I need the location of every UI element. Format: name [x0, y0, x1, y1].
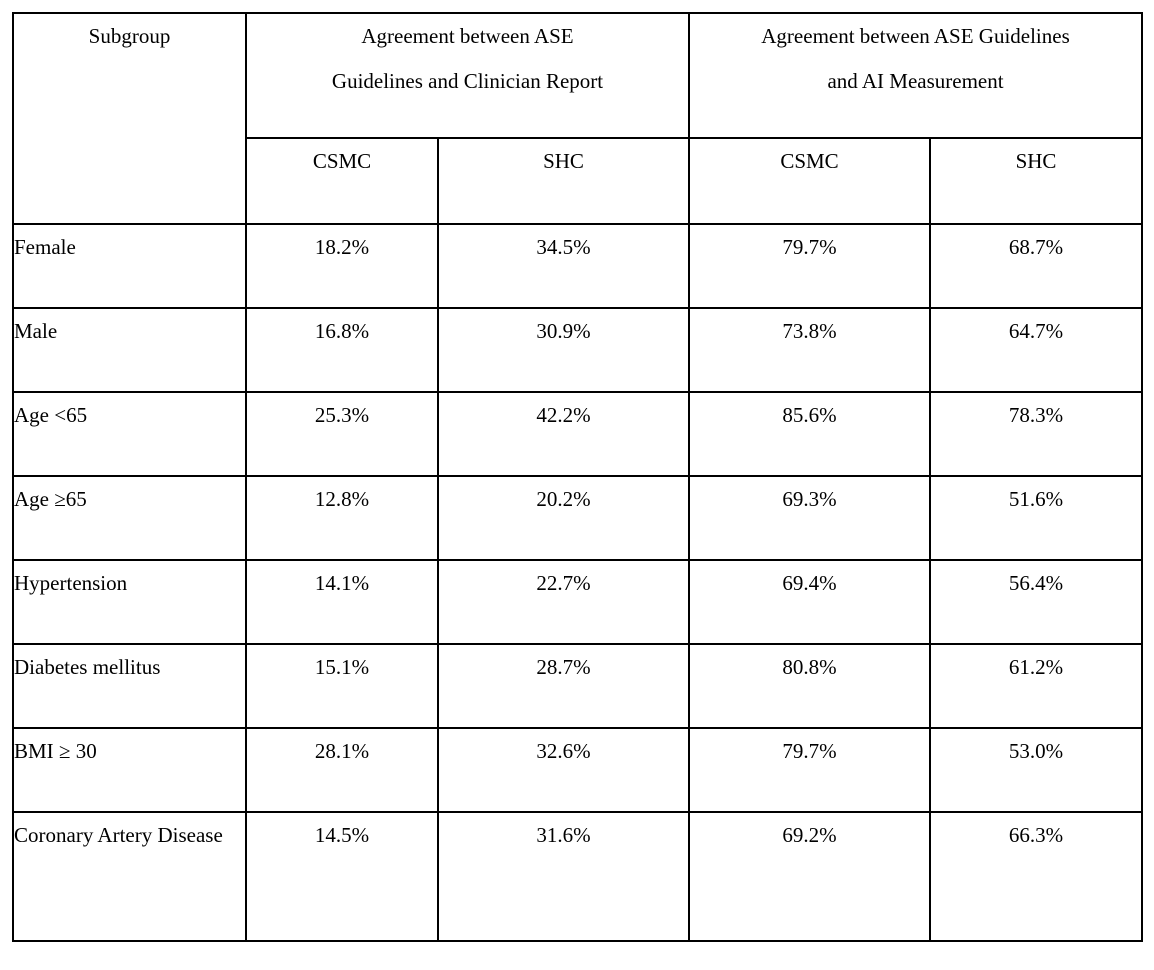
value-cell: 56.4% [929, 559, 1144, 645]
table-row-hypertension: Hypertension 14.1% 22.7% 69.4% 56.4% [12, 559, 1144, 645]
value-cell: 79.7% [688, 727, 932, 813]
group-header-line: Guidelines and Clinician Report [331, 69, 604, 94]
value-cell: 14.1% [245, 559, 439, 645]
value-cell: 68.7% [929, 223, 1144, 309]
table-row-coronary-artery-disease: Coronary Artery Disease 14.5% 31.6% 69.2… [12, 811, 1144, 942]
row-label: Diabetes mellitus [12, 643, 247, 729]
col-header-ai-shc: SHC [929, 137, 1144, 225]
corner-header-subgroup: Subgroup [12, 12, 247, 225]
value-cell: 79.7% [688, 223, 932, 309]
value-cell: 20.2% [436, 475, 691, 561]
value-cell: 78.3% [929, 391, 1144, 477]
col-header-ai-csmc: CSMC [688, 137, 932, 225]
row-label: Coronary Artery Disease [12, 811, 247, 942]
value-cell: 80.8% [688, 643, 932, 729]
group-header-ai-measurement: Agreement between ASE Guidelines and AI … [688, 12, 1144, 139]
group-header-line: Agreement between ASE [361, 24, 574, 48]
table-row-female: Female 18.2% 34.5% 79.7% 68.7% [12, 223, 1144, 309]
value-cell: 61.2% [929, 643, 1144, 729]
value-cell: 69.4% [688, 559, 932, 645]
table-row-age-lt-65: Age <65 25.3% 42.2% 85.6% 78.3% [12, 391, 1144, 477]
value-cell: 18.2% [245, 223, 439, 309]
value-cell: 85.6% [688, 391, 932, 477]
value-cell: 32.6% [436, 727, 691, 813]
row-label: Male [12, 307, 247, 393]
table-row-age-ge-65: Age ≥65 12.8% 20.2% 69.3% 51.6% [12, 475, 1144, 561]
header-row-sites: CSMC SHC CSMC SHC [13, 137, 1144, 225]
value-cell: 73.8% [688, 307, 932, 393]
table-row-diabetes: Diabetes mellitus 15.1% 28.7% 80.8% 61.2… [12, 643, 1144, 729]
value-cell: 12.8% [245, 475, 439, 561]
group-header-line: Agreement between ASE Guidelines [761, 24, 1070, 48]
row-label: Age <65 [12, 391, 247, 477]
row-label: Hypertension [12, 559, 247, 645]
group-header-clinician-report: Agreement between ASE Guidelines and Cli… [244, 12, 691, 139]
value-cell: 69.3% [688, 475, 932, 561]
value-cell: 28.1% [245, 727, 439, 813]
value-cell: 69.2% [688, 811, 932, 942]
value-cell: 42.2% [436, 391, 691, 477]
table-row-bmi-ge-30: BMI ≥ 30 28.1% 32.6% 79.7% 53.0% [12, 727, 1144, 813]
value-cell: 66.3% [929, 811, 1144, 942]
col-header-clinician-shc: SHC [436, 137, 691, 225]
col-header-clinician-csmc: CSMC [245, 137, 439, 225]
value-cell: 14.5% [245, 811, 439, 942]
row-label: Age ≥65 [12, 475, 247, 561]
subgroup-agreement-table: Subgroup Agreement between ASE Guideline… [12, 12, 1144, 942]
header-row-groups: Subgroup Agreement between ASE Guideline… [12, 12, 1144, 225]
value-cell: 53.0% [929, 727, 1144, 813]
value-cell: 51.6% [929, 475, 1144, 561]
document-page: Subgroup Agreement between ASE Guideline… [0, 12, 1154, 970]
value-cell: 25.3% [245, 391, 439, 477]
row-label: Female [12, 223, 247, 309]
value-cell: 15.1% [245, 643, 439, 729]
value-cell: 34.5% [436, 223, 691, 309]
value-cell: 31.6% [436, 811, 691, 942]
value-cell: 16.8% [245, 307, 439, 393]
row-label: BMI ≥ 30 [12, 727, 247, 813]
value-cell: 22.7% [436, 559, 691, 645]
table-row-male: Male 16.8% 30.9% 73.8% 64.7% [12, 307, 1144, 393]
value-cell: 30.9% [436, 307, 691, 393]
value-cell: 28.7% [436, 643, 691, 729]
group-header-line: and AI Measurement [827, 69, 1004, 94]
value-cell: 64.7% [929, 307, 1144, 393]
